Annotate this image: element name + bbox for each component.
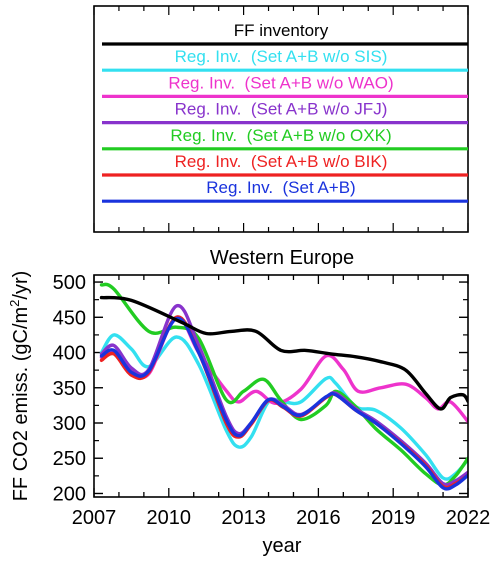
y-tick-label: 450 [53, 307, 86, 329]
series-line [99, 282, 468, 487]
legend-entry-label: Reg. Inv. (Set A+B w/o BIK) [175, 152, 388, 171]
x-tick-label: 2013 [221, 507, 266, 529]
series-line [99, 316, 468, 491]
legend-frame [93, 5, 469, 233]
axis-ticks [93, 275, 469, 497]
x-tick-labels: 2007 2010 2013 2016 2019 2022 [72, 507, 491, 529]
y-axis-label-tail: /yr) [10, 271, 32, 300]
y-tick-labels: 200 250 300 350 400 450 500 [53, 272, 86, 505]
x-tick-label: 2016 [296, 507, 341, 529]
y-tick-label: 200 [53, 483, 86, 505]
x-tick-label: 2010 [147, 507, 192, 529]
legend-entries: FF inventory Reg. Inv. (Set A+B w/o SIS) R… [102, 21, 468, 203]
legend-frame-ticks [93, 6, 469, 232]
x-tick-label: 2007 [72, 507, 117, 529]
y-axis-label: FF CO2 emiss. (gC/m2/yr) [7, 271, 32, 502]
x-tick-label: 2022 [446, 507, 491, 529]
x-axis-label: year [263, 535, 302, 557]
legend-entry-label: Reg. Inv. (Set A+B w/o OXK) [170, 126, 391, 145]
y-axis-label-main: FF CO2 emiss. (gC/m [10, 307, 32, 501]
legend-entry-label: Reg. Inv. (Set A+B w/o JFJ) [175, 100, 388, 119]
chart-title: Western Europe [210, 247, 354, 269]
legend-panel: FF inventory Reg. Inv. (Set A+B w/o SIS) R… [93, 5, 469, 233]
legend-entry-label: FF inventory [234, 21, 329, 40]
legend-entry-label: Reg. Inv. (Set A+B w/o WAO) [168, 73, 393, 92]
legend-entry-label: Reg. Inv. (Set A+B) [206, 178, 355, 197]
y-tick-label: 250 [53, 448, 86, 470]
series-lines [99, 282, 468, 491]
series-line [99, 295, 468, 411]
y-tick-label: 400 [53, 343, 86, 365]
y-tick-label: 500 [53, 272, 86, 294]
x-tick-label: 2019 [371, 507, 416, 529]
y-tick-label: 300 [53, 413, 86, 435]
legend-entry-label: Reg. Inv. (Set A+B w/o SIS) [175, 47, 388, 66]
y-tick-label: 350 [53, 378, 86, 400]
y-axis-label-superscript: 2 [7, 300, 22, 307]
plot-frame [93, 274, 469, 498]
